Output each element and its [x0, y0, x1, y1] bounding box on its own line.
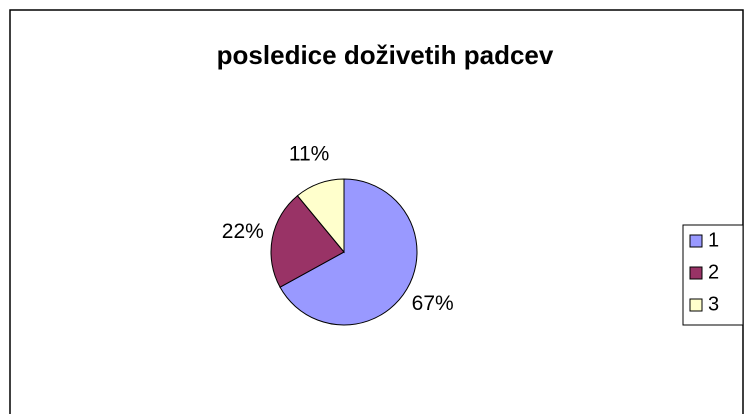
data-label: 11% [289, 143, 329, 166]
legend-swatch [689, 298, 703, 312]
chart-title: posledice doživetih padcev [217, 40, 554, 70]
pie-slice [270, 195, 345, 288]
legend-label: 2 [708, 261, 719, 283]
legend-swatch [689, 266, 703, 280]
legend-label: 1 [708, 229, 719, 251]
legend-label: 3 [708, 293, 719, 315]
data-label: 22% [222, 220, 264, 243]
pie-slice [279, 178, 418, 326]
data-label: 67% [412, 292, 454, 315]
pie-slice [296, 178, 345, 254]
legend-swatch [689, 234, 703, 248]
